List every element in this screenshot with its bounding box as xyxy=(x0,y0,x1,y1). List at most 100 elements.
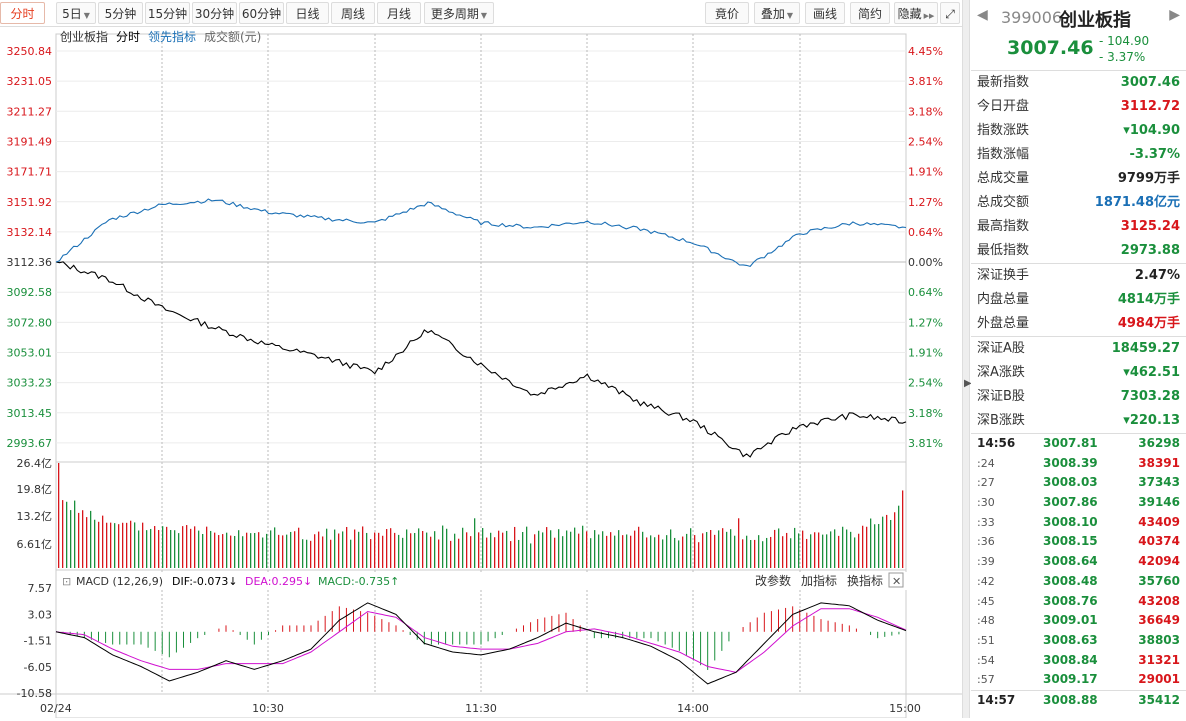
volume-bar xyxy=(434,531,436,568)
volume-bar xyxy=(454,533,456,568)
volume-bar xyxy=(414,533,416,568)
volume-bar xyxy=(754,539,756,568)
prev-stock-icon[interactable]: ◀ xyxy=(977,7,988,23)
tick-time: :42 xyxy=(977,574,995,588)
volume-bar xyxy=(710,529,712,568)
volume-bar xyxy=(246,532,248,568)
volume-bar xyxy=(698,542,700,568)
tick-price: 3008.10 xyxy=(1043,514,1098,529)
price-line xyxy=(55,261,907,458)
volume-bar xyxy=(418,528,420,568)
volume-bar xyxy=(442,525,444,568)
tick-row: :27 3008.03 37343 xyxy=(971,473,1186,493)
toolbar-button-2[interactable]: 画线 xyxy=(805,2,845,24)
toolbar-button-4[interactable]: 隐藏 ▶▶ xyxy=(894,2,938,24)
volume-bar xyxy=(302,539,304,568)
lead-indicator-line xyxy=(55,198,907,268)
tick-row: :48 3009.01 36649 xyxy=(971,611,1186,631)
volume-bar xyxy=(610,532,612,568)
period-tab-2[interactable]: 5分钟 xyxy=(98,2,143,24)
tick-volume: 38391 xyxy=(1138,455,1180,470)
macd-button-0[interactable]: 改参数 xyxy=(755,573,791,588)
toolbar-button-label: 竟价 xyxy=(714,7,739,21)
stat-row: 最高指数 3125.24 xyxy=(971,215,1186,239)
volume-bar xyxy=(326,528,328,568)
volume-bar xyxy=(574,527,576,568)
volume-bar xyxy=(782,536,784,568)
period-tab-4[interactable]: 30分钟 xyxy=(192,2,237,24)
volume-bar xyxy=(62,500,64,568)
volume-bar xyxy=(178,533,180,568)
period-tab-7[interactable]: 周线 xyxy=(331,2,375,24)
period-tab-1[interactable]: 5日 ▼ xyxy=(56,2,96,24)
tick-volume: 37343 xyxy=(1138,475,1180,490)
volume-bar xyxy=(542,532,544,568)
toolbar-button-3[interactable]: 简约 xyxy=(850,2,890,24)
left-axis-label: 3132.14 xyxy=(7,226,53,239)
toolbar-button-1[interactable]: 叠加 ▼ xyxy=(754,2,800,24)
stat-label: 深A涨跌 xyxy=(977,365,1025,380)
period-tab-8[interactable]: 月线 xyxy=(377,2,421,24)
volume-bar xyxy=(118,524,120,568)
period-tab-0[interactable]: 分时 xyxy=(0,2,45,24)
volume-bar xyxy=(278,534,280,568)
volume-bar xyxy=(658,534,660,568)
volume-bar xyxy=(582,525,584,568)
volume-bar xyxy=(402,537,404,568)
volume-bar xyxy=(594,530,596,568)
volume-bar xyxy=(198,530,200,568)
next-stock-icon[interactable]: ▶ xyxy=(1169,7,1180,23)
left-axis-label: 3211.27 xyxy=(7,105,53,118)
left-axis-label: 3033.23 xyxy=(7,377,53,390)
right-axis-label: 3.18% xyxy=(908,105,943,118)
volume-bar xyxy=(130,520,132,568)
volume-bar xyxy=(538,530,540,568)
volume-bar xyxy=(474,518,476,568)
volume-bar xyxy=(230,535,232,568)
volume-bar xyxy=(558,529,560,568)
period-tab-5[interactable]: 60分钟 xyxy=(239,2,284,24)
left-axis-label: 3053.01 xyxy=(7,346,53,359)
right-axis-label: 2.54% xyxy=(908,135,943,148)
toolbar-button-0[interactable]: 竟价 xyxy=(705,2,749,24)
right-axis-label: 4.45% xyxy=(908,45,943,58)
volume-bar xyxy=(174,530,176,568)
expand-icon[interactable]: ⤢ xyxy=(940,2,960,24)
macd-button-1[interactable]: 加指标 xyxy=(801,573,837,588)
tick-volume: 42094 xyxy=(1138,554,1180,569)
stat-row: 深证B股 7303.28 xyxy=(971,385,1186,409)
stat-label: 最低指数 xyxy=(977,243,1030,258)
intraday-chart-svg[interactable]: 创业板指 分时 领先指标 成交额(元) 3250.84 4.45% 3231.05 3.81%… xyxy=(0,26,962,719)
volume-bar xyxy=(482,528,484,568)
close-icon[interactable] xyxy=(888,572,904,588)
tick-time: :30 xyxy=(977,496,995,510)
volume-bar xyxy=(98,521,100,568)
volume-bar xyxy=(598,534,600,568)
volume-bar xyxy=(342,531,344,568)
time-axis-label: 14:00 xyxy=(677,702,709,715)
period-tab-3[interactable]: 15分钟 xyxy=(145,2,190,24)
volume-bar xyxy=(806,538,808,568)
period-tab-9[interactable]: 更多周期 ▼ xyxy=(424,2,494,24)
macd-header-bg xyxy=(57,572,907,590)
volume-bar xyxy=(738,518,740,568)
volume-bar xyxy=(834,529,836,568)
volume-bar xyxy=(746,535,748,568)
period-tab-6[interactable]: 日线 xyxy=(286,2,329,24)
tick-time: 14:57 xyxy=(977,692,1016,707)
stat-value: 3112.72 xyxy=(1120,99,1180,114)
tick-time: :48 xyxy=(977,614,995,628)
tick-price: 3008.64 xyxy=(1043,554,1098,569)
macd-button-2[interactable]: 换指标 xyxy=(847,573,883,588)
tick-row: 14:57 3008.88 35412 xyxy=(971,689,1186,711)
volume-bar xyxy=(570,531,572,568)
macd-dea-label: DEA:0.295↓ xyxy=(245,575,312,588)
volume-bar xyxy=(90,510,92,568)
volume-bar xyxy=(410,533,412,568)
panel-divider[interactable]: ▶ xyxy=(962,0,972,718)
collapse-arrow-icon[interactable]: ▶ xyxy=(964,378,972,389)
volume-bar xyxy=(194,526,196,568)
volume-bar xyxy=(850,531,852,568)
volume-bar xyxy=(602,531,604,568)
left-axis-label: 3191.49 xyxy=(7,135,53,148)
